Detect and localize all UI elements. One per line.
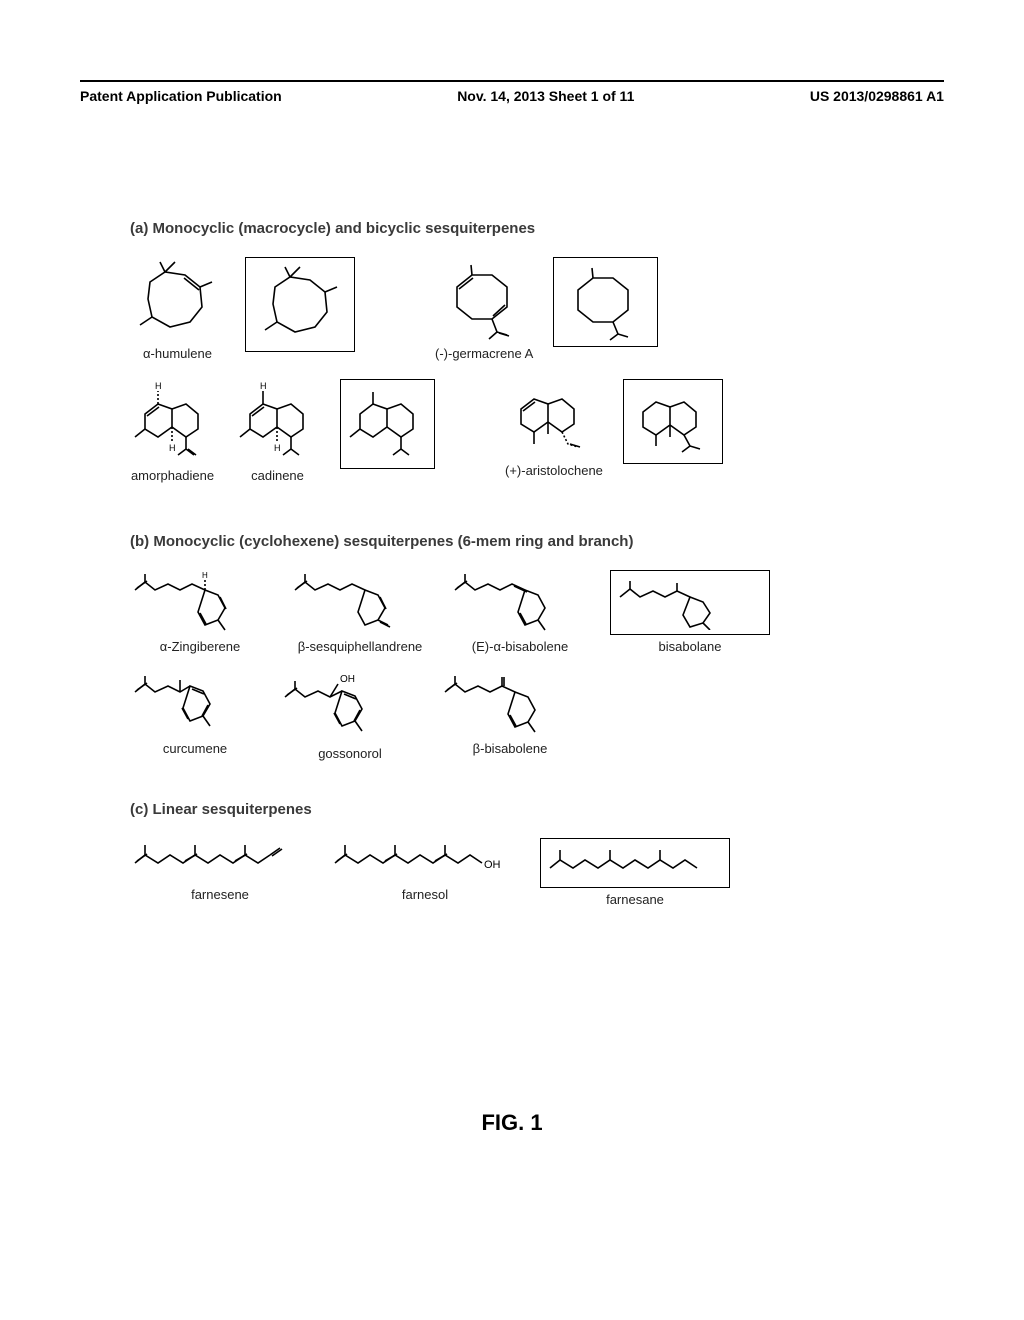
section-c: (c) Linear sesquiterpenes	[130, 801, 894, 907]
svg-text:OH: OH	[340, 674, 355, 685]
svg-text:OH: OH	[484, 859, 501, 871]
compound-sesquiphellandrene: β-sesquiphellandrene	[290, 570, 430, 654]
structure-humulene	[130, 257, 225, 342]
label-bisabolane: bisabolane	[659, 639, 722, 654]
structure-amorphadiene: H H	[130, 379, 215, 464]
compound-aristolochene: (+)-aristolochene	[505, 379, 603, 478]
compound-gossonorol: OH gossonorol	[280, 672, 420, 761]
compound-amorphadiene: H H amorphadiene	[130, 379, 215, 483]
patent-header: Patent Application Publication Nov. 14, …	[80, 80, 944, 104]
structure-sesquiphellandrene	[290, 570, 430, 635]
svg-text:H: H	[169, 443, 176, 453]
section-b-row2: curcumene OH	[130, 672, 894, 761]
structure-aristolochene-analog	[623, 379, 723, 464]
section-a-row1: α-humulene	[130, 257, 894, 361]
structure-b-bisabolene	[440, 672, 580, 737]
label-farnesane: farnesane	[606, 892, 664, 907]
figure-label: FIG. 1	[0, 1110, 1024, 1136]
structure-zingiberene: H	[130, 570, 270, 635]
structure-gossonorol: OH	[280, 672, 420, 742]
structure-germacrene	[437, 257, 532, 342]
compound-humulene: α-humulene	[130, 257, 225, 361]
compound-humulene-analog	[245, 257, 355, 352]
label-sesquiphellandrene: β-sesquiphellandrene	[298, 639, 423, 654]
section-b-heading: (b) Monocyclic (cyclohexene) sesquiterpe…	[130, 533, 894, 550]
compound-germacrene: (-)-germacrene A	[435, 257, 533, 361]
label-b-bisabolene: β-bisabolene	[473, 741, 548, 756]
label-germacrene: (-)-germacrene A	[435, 346, 533, 361]
section-b: (b) Monocyclic (cyclohexene) sesquiterpe…	[130, 533, 894, 761]
structure-germacrene-analog	[553, 257, 658, 347]
structure-aristolochene	[506, 379, 601, 459]
section-c-heading: (c) Linear sesquiterpenes	[130, 801, 894, 818]
compound-b-bisabolene: β-bisabolene	[440, 672, 580, 756]
structure-cadinene-analog	[340, 379, 435, 469]
section-a-heading: (a) Monocyclic (macrocycle) and bicyclic…	[130, 220, 894, 237]
section-a-row2: H H amorphadiene	[130, 379, 894, 483]
label-aristolochene: (+)-aristolochene	[505, 463, 603, 478]
compound-farnesol: OH farnesol	[330, 838, 520, 902]
svg-text:H: H	[274, 443, 281, 453]
section-c-row1: farnesene OH farnesol	[130, 838, 894, 907]
compound-curcumene: curcumene	[130, 672, 260, 756]
compound-germacrene-analog	[553, 257, 658, 347]
compound-zingiberene: H α-Zingiberene	[130, 570, 270, 654]
structure-cadinene: H H	[235, 379, 320, 464]
svg-text:H: H	[260, 381, 267, 391]
label-farnesene: farnesene	[191, 887, 249, 902]
section-a: (a) Monocyclic (macrocycle) and bicyclic…	[130, 220, 894, 483]
compound-e-bisabolene: (E)-α-bisabolene	[450, 570, 590, 654]
compound-aristolochene-analog	[623, 379, 723, 464]
figure-content: (a) Monocyclic (macrocycle) and bicyclic…	[130, 220, 894, 925]
section-b-row1: H α-Zingiberene	[130, 570, 894, 654]
label-e-bisabolene: (E)-α-bisabolene	[472, 639, 568, 654]
svg-text:H: H	[202, 571, 208, 580]
label-cadinene: cadinene	[251, 468, 304, 483]
compound-farnesane: farnesane	[540, 838, 730, 907]
structure-farnesane	[540, 838, 730, 888]
compound-bisabolane: bisabolane	[610, 570, 770, 654]
svg-text:H: H	[155, 381, 162, 391]
header-left: Patent Application Publication	[80, 88, 282, 104]
structure-farnesene	[130, 838, 310, 883]
structure-bisabolane	[610, 570, 770, 635]
structure-curcumene	[130, 672, 260, 737]
structure-farnesol: OH	[330, 838, 520, 883]
header-right: US 2013/0298861 A1	[810, 88, 944, 104]
compound-cadinene: H H cadinene	[235, 379, 320, 483]
label-zingiberene: α-Zingiberene	[160, 639, 241, 654]
header-center: Nov. 14, 2013 Sheet 1 of 11	[457, 88, 634, 104]
label-farnesol: farnesol	[402, 887, 448, 902]
label-humulene: α-humulene	[143, 346, 212, 361]
compound-cadinene-analog	[340, 379, 435, 469]
label-curcumene: curcumene	[163, 741, 227, 756]
structure-humulene-analog	[245, 257, 355, 352]
label-amorphadiene: amorphadiene	[131, 468, 214, 483]
compound-farnesene: farnesene	[130, 838, 310, 902]
structure-e-bisabolene	[450, 570, 590, 635]
label-gossonorol: gossonorol	[318, 746, 382, 761]
